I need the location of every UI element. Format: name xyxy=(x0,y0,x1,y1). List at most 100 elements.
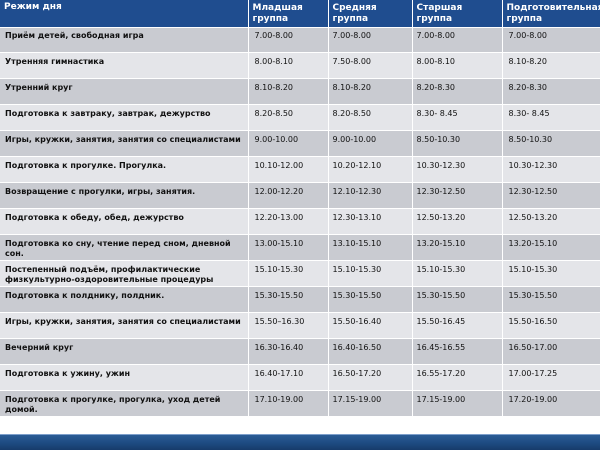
activity-cell: Подготовка ко сну, чтение перед сном, дн… xyxy=(0,234,249,261)
time-cell-middle: 7.00-8.00 xyxy=(328,27,413,53)
time-cell-preparatory: 10.30-12.30 xyxy=(502,156,600,183)
time-cell-senior: 16.45-16.55 xyxy=(412,338,503,365)
time-cell-senior: 17.15-19.00 xyxy=(412,390,503,417)
activity-cell: Подготовка к обеду, обед, дежурство xyxy=(0,208,249,235)
schedule-row: Возвращение с прогулки, игры, занятия. 12… xyxy=(0,182,600,209)
time-cell-junior: 9.00-10.00 xyxy=(248,130,329,157)
schedule-body: Приём детей, свободная игра 7.00-8.00 7.00… xyxy=(0,27,600,417)
time-cell-junior: 13.00-15.10 xyxy=(248,234,329,261)
header-junior-group: Младшая группа xyxy=(248,0,329,28)
activity-cell: Подготовка к прогулке, прогулка, уход де… xyxy=(0,390,249,417)
activity-cell: Подготовка к завтраку, завтрак, дежурств… xyxy=(0,104,249,131)
time-cell-preparatory: 7.00-8.00 xyxy=(502,27,600,53)
time-cell-middle: 16.40-16.50 xyxy=(328,338,413,365)
schedule-row: Вечерний круг 16.30-16.40 16.40-16.50 16.45… xyxy=(0,338,600,365)
schedule-row: Подготовка к полднику, полдник. 15.30-15.… xyxy=(0,286,600,313)
time-cell-middle: 15.50-16.40 xyxy=(328,312,413,339)
header-preparatory-group: Подготовительная группа xyxy=(502,0,600,28)
time-cell-preparatory: 15.10-15.30 xyxy=(502,260,600,287)
time-cell-preparatory: 12.50-13.20 xyxy=(502,208,600,235)
schedule-row: Утренняя гимнастика 8.00-8.10 7.50-8.00 8.0… xyxy=(0,52,600,79)
time-cell-middle: 16.50-17.20 xyxy=(328,364,413,391)
schedule-row: Постепенный подъём, профилактические физ… xyxy=(0,260,600,287)
time-cell-junior: 12.20-13.00 xyxy=(248,208,329,235)
activity-cell: Утренняя гимнастика xyxy=(0,52,249,79)
header-middle-group: Средняя группа xyxy=(328,0,413,28)
time-cell-middle: 9.00-10.00 xyxy=(328,130,413,157)
activity-cell: Постепенный подъём, профилактические физ… xyxy=(0,260,249,287)
time-cell-junior: 16.30-16.40 xyxy=(248,338,329,365)
time-cell-junior: 10.10-12.00 xyxy=(248,156,329,183)
time-cell-senior: 15.10-15.30 xyxy=(412,260,503,287)
schedule-row: Подготовка к обеду, обед, дежурство 12.20… xyxy=(0,208,600,235)
time-cell-junior: 15.50–16.30 xyxy=(248,312,329,339)
time-cell-junior: 15.30-15.50 xyxy=(248,286,329,313)
header-senior-group: Старшая группа xyxy=(412,0,503,28)
activity-cell: Игры, кружки, занятия, занятия со специа… xyxy=(0,312,249,339)
schedule-row: Игры, кружки, занятия, занятия со специа… xyxy=(0,130,600,157)
daily-schedule-table: Режим дня Младшая группа Средняя группа … xyxy=(0,0,600,417)
activity-cell: Подготовка к полднику, полдник. xyxy=(0,286,249,313)
time-cell-preparatory: 17.00-17.25 xyxy=(502,364,600,391)
activity-cell: Утренний круг xyxy=(0,78,249,105)
time-cell-middle: 15.10-15.30 xyxy=(328,260,413,287)
time-cell-preparatory: 12.30-12.50 xyxy=(502,182,600,209)
time-cell-preparatory: 8.30- 8.45 xyxy=(502,104,600,131)
time-cell-junior: 15.10-15.30 xyxy=(248,260,329,287)
time-cell-middle: 10.20-12.10 xyxy=(328,156,413,183)
header-row: Режим дня Младшая группа Средняя группа … xyxy=(0,0,600,28)
time-cell-preparatory: 17.20-19.00 xyxy=(502,390,600,417)
time-cell-senior: 8.20-8.30 xyxy=(412,78,503,105)
schedule-row: Подготовка к прогулке. Прогулка. 10.10-12… xyxy=(0,156,600,183)
schedule-row: Подготовка к завтраку, завтрак, дежурств… xyxy=(0,104,600,131)
schedule-row: Утренний круг 8.10-8.20 8.10-8.20 8.20-8.30… xyxy=(0,78,600,105)
time-cell-preparatory: 8.20-8.30 xyxy=(502,78,600,105)
time-cell-senior: 13.20-15.10 xyxy=(412,234,503,261)
time-cell-middle: 7.50-8.00 xyxy=(328,52,413,79)
time-cell-preparatory: 13.20-15.10 xyxy=(502,234,600,261)
time-cell-senior: 15.30-15.50 xyxy=(412,286,503,313)
slide-bottom-bar xyxy=(0,434,600,450)
time-cell-preparatory: 15.50-16.50 xyxy=(502,312,600,339)
time-cell-junior: 8.20-8.50 xyxy=(248,104,329,131)
time-cell-senior: 15.50-16.45 xyxy=(412,312,503,339)
schedule-row: Подготовка к ужину, ужин 16.40-17.10 16.50… xyxy=(0,364,600,391)
time-cell-middle: 8.10-8.20 xyxy=(328,78,413,105)
time-cell-junior: 8.10-8.20 xyxy=(248,78,329,105)
time-cell-preparatory: 8.50-10.30 xyxy=(502,130,600,157)
schedule-row: Подготовка ко сну, чтение перед сном, дн… xyxy=(0,234,600,261)
time-cell-junior: 17.10-19.00 xyxy=(248,390,329,417)
time-cell-senior: 12.30-12.50 xyxy=(412,182,503,209)
activity-cell: Вечерний круг xyxy=(0,338,249,365)
time-cell-junior: 8.00-8.10 xyxy=(248,52,329,79)
time-cell-junior: 7.00-8.00 xyxy=(248,27,329,53)
schedule-row: Игры, кружки, занятия, занятия со специа… xyxy=(0,312,600,339)
time-cell-senior: 8.50-10.30 xyxy=(412,130,503,157)
time-cell-middle: 15.30-15.50 xyxy=(328,286,413,313)
schedule-row: Подготовка к прогулке, прогулка, уход де… xyxy=(0,390,600,417)
time-cell-middle: 17.15-19.00 xyxy=(328,390,413,417)
time-cell-middle: 13.10-15.10 xyxy=(328,234,413,261)
activity-cell: Подготовка к прогулке. Прогулка. xyxy=(0,156,249,183)
time-cell-preparatory: 8.10-8.20 xyxy=(502,52,600,79)
time-cell-senior: 8.00-8.10 xyxy=(412,52,503,79)
time-cell-middle: 8.20-8.50 xyxy=(328,104,413,131)
time-cell-senior: 10.30-12.30 xyxy=(412,156,503,183)
time-cell-senior: 16.55-17.20 xyxy=(412,364,503,391)
schedule-row: Приём детей, свободная игра 7.00-8.00 7.00… xyxy=(0,27,600,53)
time-cell-junior: 16.40-17.10 xyxy=(248,364,329,391)
time-cell-middle: 12.30-13.10 xyxy=(328,208,413,235)
time-cell-middle: 12.10-12.30 xyxy=(328,182,413,209)
time-cell-senior: 7.00-8.00 xyxy=(412,27,503,53)
time-cell-preparatory: 16.50-17.00 xyxy=(502,338,600,365)
activity-cell: Игры, кружки, занятия, занятия со специа… xyxy=(0,130,249,157)
time-cell-junior: 12.00-12.20 xyxy=(248,182,329,209)
activity-cell: Возвращение с прогулки, игры, занятия. xyxy=(0,182,249,209)
schedule-table-container: Режим дня Младшая группа Средняя группа … xyxy=(0,0,600,417)
time-cell-senior: 8.30- 8.45 xyxy=(412,104,503,131)
time-cell-senior: 12.50-13.20 xyxy=(412,208,503,235)
header-activity: Режим дня xyxy=(0,0,249,28)
activity-cell: Приём детей, свободная игра xyxy=(0,27,249,53)
activity-cell: Подготовка к ужину, ужин xyxy=(0,364,249,391)
time-cell-preparatory: 15.30-15.50 xyxy=(502,286,600,313)
